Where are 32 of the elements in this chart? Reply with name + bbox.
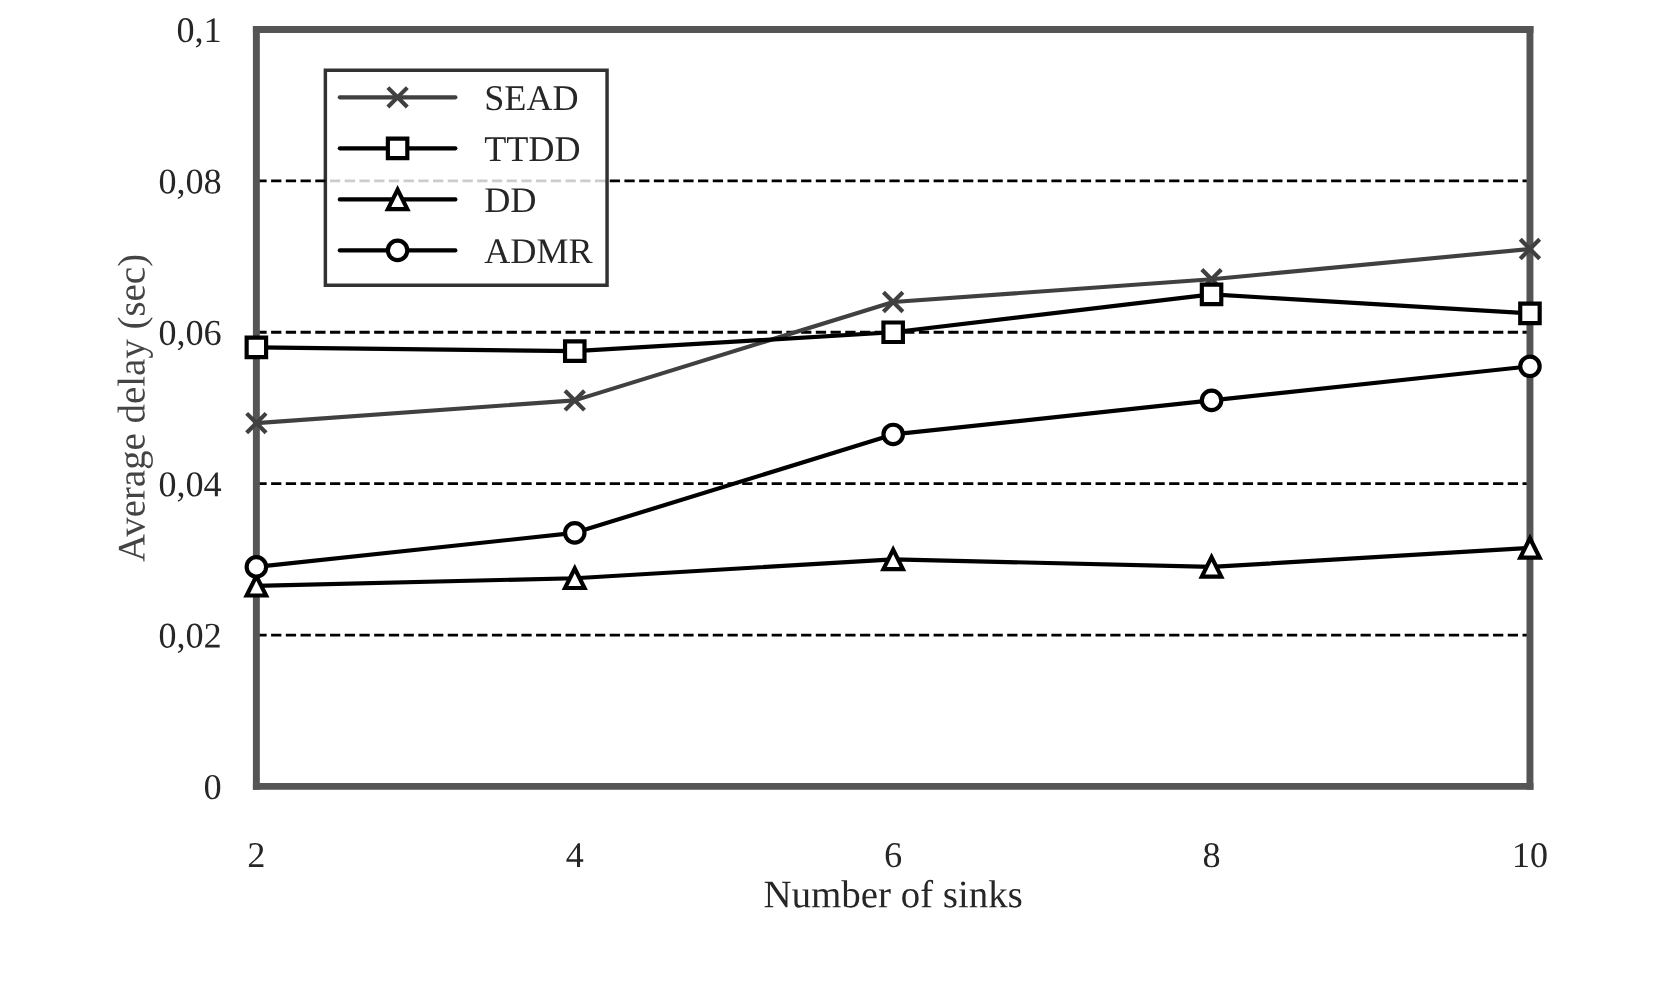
- x-axis-title: Number of sinks: [764, 879, 1022, 908]
- point: [881, 290, 905, 314]
- point: [1199, 282, 1224, 307]
- x-tick-label: 10: [1515, 843, 1547, 868]
- legend-label: TTDD: [484, 137, 580, 162]
- y-tick-label: 0,04: [159, 472, 222, 502]
- point: [880, 545, 907, 572]
- point: [881, 422, 905, 447]
- y-tick-label: 0: [204, 774, 221, 800]
- point: [1199, 388, 1224, 413]
- point: [562, 521, 587, 545]
- point: [562, 339, 587, 363]
- point: [244, 411, 269, 435]
- y-axis-title: Average delay (sec): [117, 255, 153, 562]
- point: [1518, 354, 1542, 379]
- legend-label: ADMR: [484, 239, 593, 264]
- point: [244, 555, 269, 579]
- legend-label: SEAD: [486, 86, 578, 111]
- y-tick-label: 0,06: [159, 320, 221, 351]
- y-tick-label: 0,02: [159, 623, 220, 654]
- y-tick-label: 0,08: [159, 169, 221, 199]
- x-tick-label: 6: [885, 843, 902, 868]
- point: [881, 320, 905, 345]
- legend-label: DD: [485, 188, 535, 213]
- x-tick-label: 2: [248, 843, 264, 868]
- point: [1518, 237, 1542, 261]
- point: [244, 335, 269, 360]
- point: [562, 388, 587, 413]
- x-tick-label: 4: [566, 843, 584, 868]
- point: [1518, 301, 1542, 326]
- y-tick-label: 0,1: [177, 18, 220, 48]
- x-tick-label: 8: [1203, 843, 1220, 868]
